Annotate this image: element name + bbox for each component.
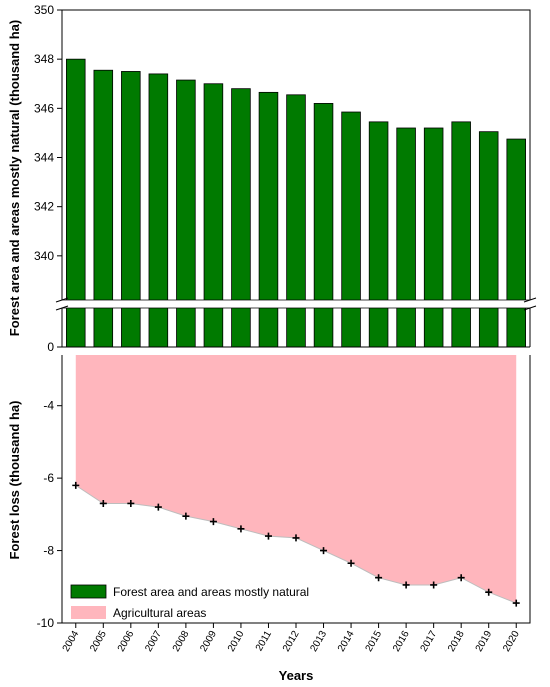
xtick-label-2006: 2006 — [116, 629, 137, 654]
xtick-label-2017: 2017 — [419, 629, 440, 654]
ytick-label-346: 346 — [34, 101, 54, 115]
xtick-label-2004: 2004 — [61, 629, 82, 654]
bar-2020 — [507, 139, 526, 347]
bar-2012 — [287, 95, 306, 347]
xtick-label-2019: 2019 — [474, 629, 495, 654]
xtick-label-2018: 2018 — [446, 629, 467, 654]
ytick-label-b-8: -8 — [43, 544, 54, 558]
lower-y-axis-title: Forest loss (thousand ha) — [7, 401, 22, 560]
xtick-label-2014: 2014 — [336, 629, 357, 654]
area-series — [72, 355, 519, 607]
ytick-label-0: 0 — [47, 340, 54, 354]
bar-2011 — [259, 92, 278, 347]
ytick-label-348: 348 — [34, 52, 54, 66]
xtick-label-2013: 2013 — [308, 629, 329, 654]
bar-2015 — [369, 122, 388, 347]
x-axis-title: Years — [279, 668, 314, 683]
xtick-label-2010: 2010 — [226, 629, 247, 654]
ytick-label-344: 344 — [34, 151, 54, 165]
legend: Forest area and areas mostly natural Agri… — [71, 585, 309, 620]
xtick-label-2008: 2008 — [171, 629, 192, 654]
agricultural-area-fill — [76, 355, 516, 603]
bar-2018 — [452, 122, 471, 347]
bar-2017 — [424, 128, 443, 347]
upper-y-axis-title: Forest area and areas mostly natural (th… — [7, 20, 22, 336]
axis-break-band — [60, 300, 532, 308]
bar-2013 — [314, 103, 333, 347]
legend-swatch-0 — [71, 585, 106, 598]
xtick-label-2005: 2005 — [88, 629, 109, 654]
ytick-label-b-10: -10 — [37, 616, 55, 630]
xtick-label-2015: 2015 — [364, 629, 385, 654]
bar-2016 — [397, 128, 416, 347]
bar-2014 — [342, 112, 361, 347]
xtick-label-2007: 2007 — [143, 629, 164, 654]
ytick-label-b-4: -4 — [43, 399, 54, 413]
xtick-label-2009: 2009 — [198, 629, 219, 654]
ytick-label-350: 350 — [34, 3, 54, 17]
xtick-label-2016: 2016 — [391, 629, 412, 654]
xtick-label-2020: 2020 — [501, 629, 522, 654]
bar-2019 — [479, 132, 498, 347]
xtick-label-2011: 2011 — [254, 629, 274, 654]
legend-label-1: Agricultural areas — [113, 606, 206, 620]
bar-series — [60, 59, 532, 347]
ytick-label-340: 340 — [34, 249, 54, 263]
legend-label-0: Forest area and areas mostly natural — [113, 585, 309, 599]
xtick-label-2012: 2012 — [281, 629, 302, 654]
ytick-label-342: 342 — [34, 200, 54, 214]
legend-swatch-1 — [71, 606, 106, 619]
ytick-label-b-6: -6 — [43, 471, 54, 485]
